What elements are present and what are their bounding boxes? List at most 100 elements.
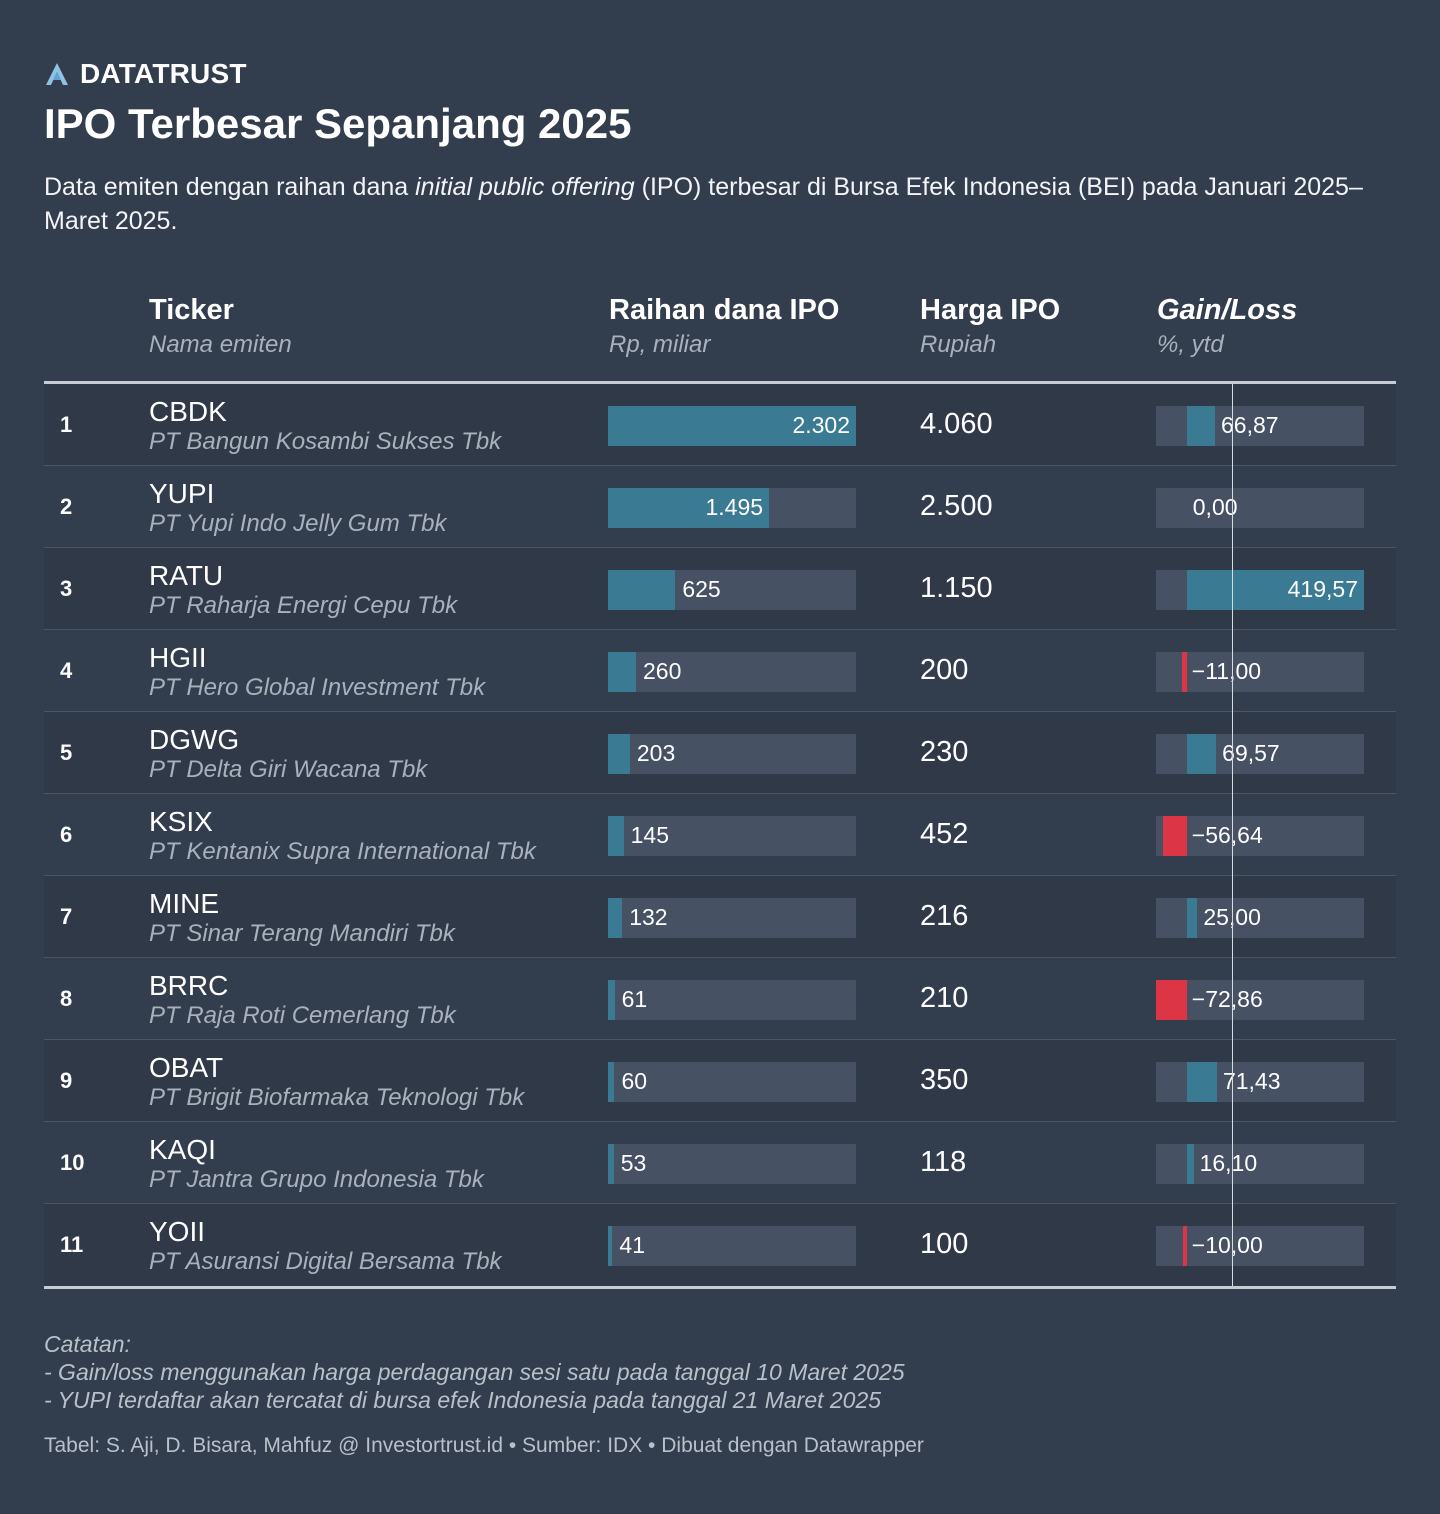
table-row[interactable]: 7 MINE PT Sinar Terang Mandiri Tbk 216 132 25… <box>44 876 1396 958</box>
gain-value-label: −11,00 <box>1191 658 1262 684</box>
row-company: PT Yupi Indo Jelly Gum Tbk <box>149 510 447 537</box>
row-ticker: KSIX <box>149 806 213 837</box>
row-company: PT Kentanix Supra International Tbk <box>149 838 536 865</box>
gain-bar <box>1186 406 1215 446</box>
raihan-value-label: 625 <box>682 576 721 602</box>
raihan-bar-track: 260 <box>608 652 856 692</box>
table-row[interactable]: 1 CBDK PT Bangun Kosambi Sukses Tbk 4.060 2.… <box>44 384 1396 466</box>
row-company: PT Delta Giri Wacana Tbk <box>149 756 428 783</box>
row-rank: 3 <box>60 576 73 601</box>
header-gain-sub: %, ytd <box>1157 331 1224 358</box>
row-company: PT Brigit Biofarmaka Teknologi Tbk <box>149 1084 525 1111</box>
raihan-value-label: 145 <box>630 822 669 848</box>
datatrust-a-logo-icon <box>46 63 68 85</box>
row-ticker: KAQI <box>149 1134 216 1165</box>
row-company: PT Asuransi Digital Bersama Tbk <box>149 1248 502 1275</box>
gain-bar <box>1182 652 1187 692</box>
gain-zero-line <box>1232 384 1233 1286</box>
raihan-bar-track: 41 <box>608 1226 856 1266</box>
table-row[interactable]: 9 OBAT PT Brigit Biofarmaka Teknologi Tbk 3… <box>44 1040 1396 1122</box>
raihan-value-label: 203 <box>636 740 676 766</box>
raihan-value-label: 61 <box>621 986 648 1012</box>
gain-value-label: 69,57 <box>1222 740 1280 766</box>
raihan-bar <box>608 898 623 938</box>
subtitle-italic: initial public offering <box>415 173 635 201</box>
header-raihan-label: Raihan dana IPO <box>609 294 840 326</box>
table-row[interactable]: 10 KAQI PT Jantra Grupo Indonesia Tbk 118 53… <box>44 1122 1396 1204</box>
raihan-bar-track: 145 <box>608 816 856 856</box>
raihan-bar <box>608 1144 614 1184</box>
notes-line-1: - Gain/loss menggunakan harga perdaganga… <box>44 1359 905 1385</box>
raihan-bar-track: 132 <box>608 898 856 938</box>
raihan-bar-track: 2.302 <box>608 406 856 446</box>
table-row[interactable]: 8 BRRC PT Raja Roti Cemerlang Tbk 210 61 −72,… <box>44 958 1396 1040</box>
table-row[interactable]: 3 RATU PT Raharja Energi Cepu Tbk 1.150 625 4… <box>44 548 1396 630</box>
row-company: PT Hero Global Investment Tbk <box>149 674 486 701</box>
raihan-value-label: 53 <box>620 1150 647 1176</box>
raihan-value-label: 260 <box>643 658 682 684</box>
gain-value-label: 0,00 <box>1192 494 1238 520</box>
row-ticker: RATU <box>149 560 224 591</box>
gain-value-label: 419,57 <box>1287 576 1358 602</box>
gain-bar <box>1186 898 1198 938</box>
header-harga[interactable]: Harga IPO Rupiah <box>920 294 1060 359</box>
raihan-value-label: 2.302 <box>792 412 850 438</box>
header-gain[interactable]: Gain/Loss %, ytd <box>1157 294 1297 359</box>
row-harga: 1.150 <box>920 572 993 604</box>
brand: DATATRUST <box>44 58 247 90</box>
raihan-value-label: 1.495 <box>705 494 764 520</box>
gain-bar-track: −10,00 <box>1156 1226 1364 1266</box>
row-harga: 118 <box>920 1146 967 1178</box>
row-harga: 100 <box>920 1228 969 1260</box>
raihan-bar <box>608 406 856 446</box>
gain-bar <box>1186 570 1364 610</box>
raihan-value-label: 41 <box>619 1232 645 1258</box>
row-ticker: DGWG <box>149 724 240 755</box>
row-company: PT Raja Roti Cemerlang Tbk <box>149 1002 456 1029</box>
table-row[interactable]: 4 HGII PT Hero Global Investment Tbk 200 260… <box>44 630 1396 712</box>
table-row[interactable]: 5 DGWG PT Delta Giri Wacana Tbk 230 203 69,57 <box>44 712 1396 794</box>
gain-bar-track: −72,86 <box>1156 980 1364 1020</box>
header-raihan[interactable]: Raihan dana IPO Rp, miliar <box>609 294 839 359</box>
gain-bar-track: 419,57 <box>1156 570 1364 610</box>
raihan-bar <box>608 734 630 774</box>
row-harga: 200 <box>920 654 969 686</box>
header-harga-label: Harga IPO <box>920 294 1061 326</box>
header-ticker[interactable]: Ticker Nama emiten <box>149 294 292 359</box>
row-ticker: HGII <box>149 642 207 673</box>
gain-value-label: 16,10 <box>1199 1150 1258 1176</box>
gain-value-label: −72,86 <box>1191 986 1263 1012</box>
raihan-value-label: 60 <box>621 1068 648 1094</box>
raihan-bar <box>608 652 636 692</box>
source-credit: Tabel: S. Aji, D. Bisara, Mahfuz @ Inves… <box>44 1434 924 1457</box>
row-company: PT Bangun Kosambi Sukses Tbk <box>149 428 502 455</box>
row-harga: 350 <box>920 1064 969 1096</box>
header-divider <box>44 381 1396 384</box>
table-row[interactable]: 2 YUPI PT Yupi Indo Jelly Gum Tbk 2.500 1.49… <box>44 466 1396 548</box>
table-row[interactable]: 6 KSIX PT Kentanix Supra International Tbk… <box>44 794 1396 876</box>
row-rank: 11 <box>60 1232 84 1257</box>
page-title: IPO Terbesar Sepanjang 2025 <box>44 100 632 147</box>
raihan-bar-track: 203 <box>608 734 856 774</box>
gain-bar-track: 0,00 <box>1156 488 1364 528</box>
notes-heading: Catatan: <box>44 1331 131 1357</box>
header-ticker-sub: Nama emiten <box>149 331 292 358</box>
header-raihan-sub: Rp, miliar <box>609 331 711 358</box>
header-harga-sub: Rupiah <box>920 331 997 358</box>
raihan-bar <box>608 816 624 856</box>
header-gain-label: Gain/Loss <box>1157 294 1298 326</box>
gain-value-label: −56,64 <box>1191 822 1263 848</box>
table-row[interactable]: 11 YOII PT Asuransi Digital Bersama Tbk 100… <box>44 1204 1396 1286</box>
row-harga: 210 <box>920 982 969 1014</box>
notes: Catatan: - Gain/loss menggunakan harga p… <box>44 1330 905 1414</box>
raihan-bar-track: 625 <box>608 570 856 610</box>
row-harga: 216 <box>920 900 969 932</box>
row-harga: 452 <box>920 818 969 850</box>
subtitle-part1: Data emiten dengan raihan dana <box>44 173 416 201</box>
raihan-bar-track: 61 <box>608 980 856 1020</box>
gain-bar-track: 16,10 <box>1156 1144 1364 1184</box>
subtitle: Data emiten dengan raihan dana initial p… <box>44 170 1364 238</box>
row-rank: 2 <box>60 494 73 519</box>
gain-bar <box>1186 1144 1194 1184</box>
row-company: PT Raharja Energi Cepu Tbk <box>149 592 458 619</box>
